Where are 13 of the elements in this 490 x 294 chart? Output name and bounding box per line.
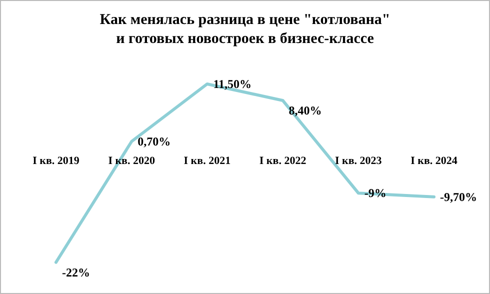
data-label: 11,50%	[213, 76, 252, 91]
chart-title: Как менялась разница в цене "котлована" и готовых новостроек в бизнес-классе	[98, 11, 392, 49]
x-tick-label: I кв. 2020	[108, 154, 156, 167]
x-tick-label: I кв. 2022	[259, 154, 307, 167]
data-label: -9%	[364, 186, 386, 200]
x-tick-label: I кв. 2021	[184, 154, 231, 167]
x-tick-label: I кв. 2019	[32, 154, 80, 167]
data-label: -9,70%	[440, 190, 477, 204]
data-label: 0,70%	[138, 134, 171, 148]
x-tick-label: I кв. 2024	[410, 154, 458, 167]
data-label: -22%	[62, 265, 90, 280]
data-label: 8,40%	[288, 103, 322, 118]
x-tick-label: I кв. 2023	[334, 154, 382, 167]
